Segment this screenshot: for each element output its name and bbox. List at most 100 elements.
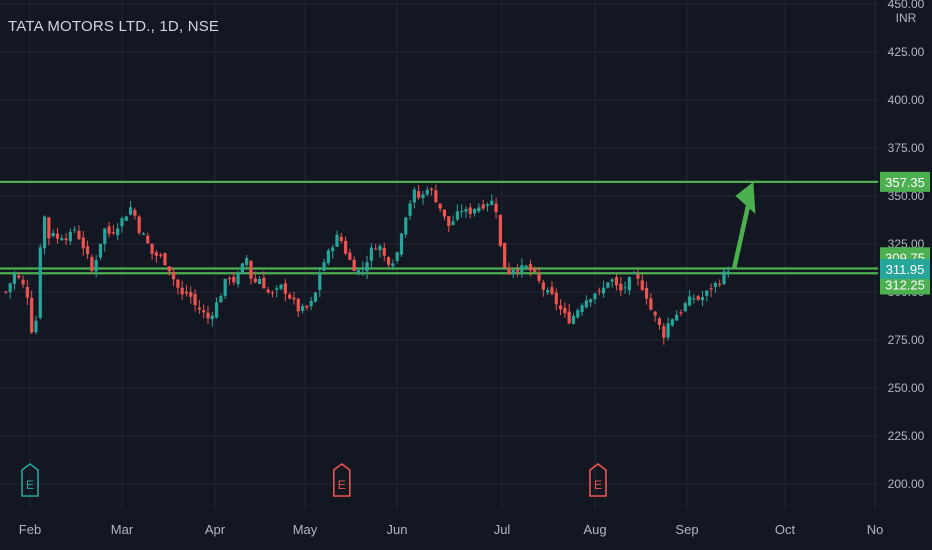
candle <box>219 293 223 303</box>
candle-body <box>206 312 210 319</box>
candle-body <box>722 271 726 285</box>
candle <box>81 230 85 256</box>
candle-body <box>296 298 300 312</box>
candle-body <box>498 214 502 246</box>
candle-body <box>369 247 373 261</box>
candle <box>662 322 666 345</box>
candle-body <box>300 306 305 311</box>
candle <box>524 264 528 271</box>
candle-body <box>670 319 674 326</box>
candle-body <box>25 287 29 298</box>
candle-body <box>610 279 614 282</box>
candle-body <box>528 264 533 271</box>
candle-body <box>81 237 85 249</box>
candle-body <box>8 283 12 293</box>
candle-body <box>202 310 206 313</box>
candle-body <box>477 207 481 212</box>
time-axis[interactable]: Feb Mar Apr May Jun Jul Aug Sep Oct No <box>19 522 884 537</box>
candle <box>275 285 279 298</box>
candle <box>356 269 361 276</box>
candle-body <box>713 283 717 287</box>
candle <box>649 293 653 311</box>
level-price-label-text: 357.35 <box>885 175 925 190</box>
candle <box>210 311 214 327</box>
candle <box>468 203 472 219</box>
candle-body <box>404 217 408 235</box>
candle-body <box>90 256 94 271</box>
candle-body <box>683 303 687 312</box>
candle-body <box>533 268 537 272</box>
candle-body <box>601 287 606 294</box>
price-tick-label: 425.00 <box>888 45 925 59</box>
candle-body <box>64 238 68 241</box>
candle <box>451 215 455 226</box>
candle-body <box>524 265 528 268</box>
candle <box>146 232 150 244</box>
candle-body <box>705 290 709 296</box>
candle-body <box>292 297 296 300</box>
candle <box>107 221 111 238</box>
candle-body <box>614 277 619 286</box>
candle-body <box>442 209 447 217</box>
currency-label: INR <box>896 11 917 25</box>
candle-body <box>378 246 382 251</box>
candle-body <box>593 293 597 300</box>
candle <box>382 242 386 262</box>
time-tick-label: Jun <box>387 522 408 537</box>
candle <box>103 227 107 252</box>
candle <box>541 279 545 297</box>
candle-body <box>159 254 163 256</box>
current-price-label-text: 311.95 <box>886 262 925 277</box>
candle <box>395 251 399 264</box>
earnings-marker-shape <box>589 463 607 497</box>
candle-body <box>227 277 232 280</box>
candle <box>331 244 335 259</box>
candle-body <box>322 262 326 271</box>
candle-body <box>494 203 498 212</box>
candle-body <box>288 294 292 299</box>
candle <box>318 266 322 298</box>
candle-body <box>627 277 631 291</box>
horizontal-levels[interactable] <box>0 180 878 275</box>
candle-body <box>563 307 567 314</box>
candle <box>722 269 726 286</box>
candle-body <box>412 189 416 203</box>
earnings-marker-icon[interactable]: E <box>589 463 607 497</box>
candle <box>21 275 25 289</box>
time-tick-label: Oct <box>775 522 796 537</box>
price-tick-label: 400.00 <box>888 93 925 107</box>
earnings-marker-icon[interactable]: E <box>333 463 351 497</box>
candle-body <box>666 323 670 338</box>
candle <box>696 294 700 302</box>
candle-body <box>335 234 339 247</box>
candle-body <box>128 207 133 215</box>
candle-body <box>438 203 442 209</box>
candle <box>627 276 631 296</box>
candle <box>584 295 588 309</box>
time-tick-label: Jul <box>494 522 511 537</box>
candle-body <box>210 315 214 320</box>
candle <box>374 243 378 251</box>
earnings-marker-shape <box>21 463 39 497</box>
candle <box>528 259 533 277</box>
arrow-head[interactable] <box>735 181 756 214</box>
candle-body <box>726 271 730 273</box>
candle <box>610 277 614 288</box>
candle <box>313 291 318 303</box>
candle-body <box>150 243 154 254</box>
candle <box>700 290 705 307</box>
candle <box>619 276 623 297</box>
arrow-shaft[interactable] <box>732 197 752 270</box>
candle <box>601 280 606 298</box>
candle <box>184 284 189 297</box>
arrow-annotation[interactable] <box>732 181 756 270</box>
price-tick-label: 375.00 <box>888 141 925 155</box>
earnings-marker-icon[interactable]: E <box>21 463 39 497</box>
candle <box>365 255 369 279</box>
candle-body <box>571 315 576 324</box>
candle <box>111 225 115 236</box>
candle <box>597 287 601 296</box>
